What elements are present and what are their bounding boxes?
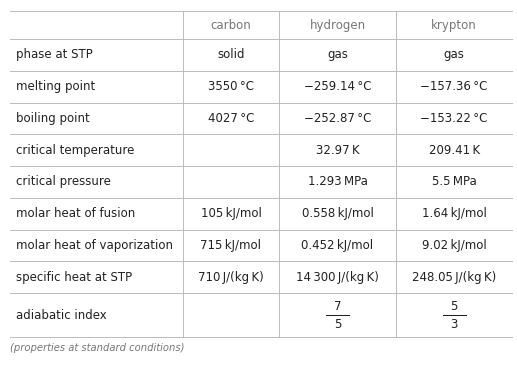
Text: 710 J/(kg K): 710 J/(kg K) xyxy=(198,271,264,284)
Text: adiabatic index: adiabatic index xyxy=(16,309,107,322)
Text: krypton: krypton xyxy=(431,19,477,32)
Text: 1.64 kJ/mol: 1.64 kJ/mol xyxy=(422,207,486,220)
Text: 5.5 MPa: 5.5 MPa xyxy=(432,176,477,188)
Text: critical pressure: critical pressure xyxy=(16,176,111,188)
Text: gas: gas xyxy=(327,48,348,62)
Text: (properties at standard conditions): (properties at standard conditions) xyxy=(10,343,185,353)
Text: critical temperature: critical temperature xyxy=(16,144,134,157)
Text: −252.87 °C: −252.87 °C xyxy=(304,112,371,125)
Text: 7: 7 xyxy=(334,300,341,313)
Text: 105 kJ/mol: 105 kJ/mol xyxy=(201,207,262,220)
Text: 32.97 K: 32.97 K xyxy=(316,144,359,157)
Text: 0.452 kJ/mol: 0.452 kJ/mol xyxy=(301,239,374,252)
Text: hydrogen: hydrogen xyxy=(310,19,366,32)
Text: 0.558 kJ/mol: 0.558 kJ/mol xyxy=(301,207,373,220)
Text: gas: gas xyxy=(444,48,465,62)
Text: 9.02 kJ/mol: 9.02 kJ/mol xyxy=(422,239,486,252)
Text: 715 kJ/mol: 715 kJ/mol xyxy=(201,239,262,252)
Text: 14 300 J/(kg K): 14 300 J/(kg K) xyxy=(296,271,379,284)
Text: melting point: melting point xyxy=(16,80,95,93)
Text: molar heat of fusion: molar heat of fusion xyxy=(16,207,135,220)
Text: 4027 °C: 4027 °C xyxy=(208,112,254,125)
Text: specific heat at STP: specific heat at STP xyxy=(16,271,132,284)
Text: 3550 °C: 3550 °C xyxy=(208,80,254,93)
Text: 3: 3 xyxy=(450,318,458,331)
Text: 209.41 K: 209.41 K xyxy=(429,144,480,157)
Text: boiling point: boiling point xyxy=(16,112,89,125)
Text: molar heat of vaporization: molar heat of vaporization xyxy=(16,239,173,252)
Text: 1.293 MPa: 1.293 MPa xyxy=(308,176,368,188)
Text: 5: 5 xyxy=(334,318,341,331)
Text: −259.14 °C: −259.14 °C xyxy=(304,80,371,93)
Text: −153.22 °C: −153.22 °C xyxy=(420,112,488,125)
Text: solid: solid xyxy=(217,48,245,62)
Text: carbon: carbon xyxy=(210,19,251,32)
Text: 248.05 J/(kg K): 248.05 J/(kg K) xyxy=(412,271,496,284)
Text: phase at STP: phase at STP xyxy=(16,48,92,62)
Text: 5: 5 xyxy=(450,300,458,313)
Text: −157.36 °C: −157.36 °C xyxy=(420,80,488,93)
